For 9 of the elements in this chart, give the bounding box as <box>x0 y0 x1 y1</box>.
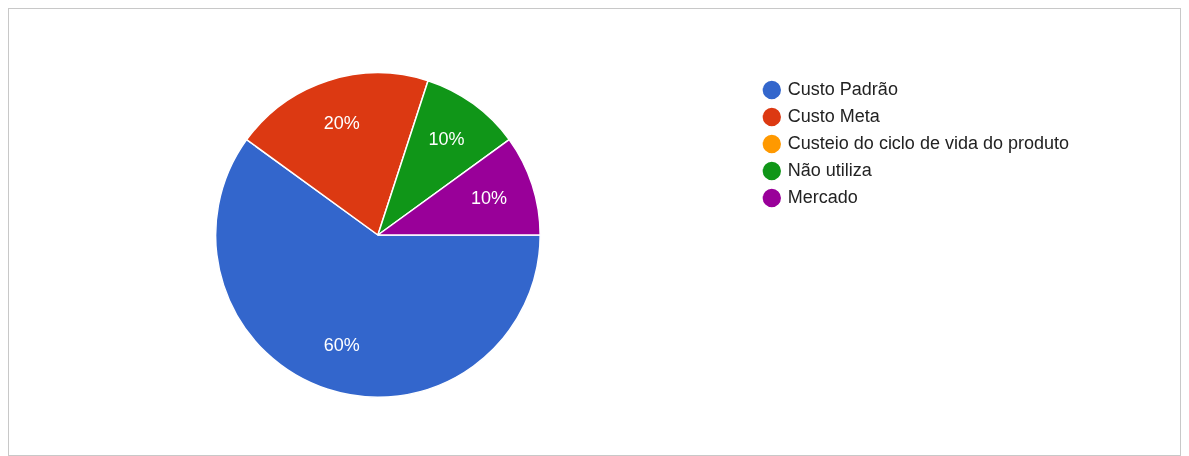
data-label: 20% <box>323 112 360 133</box>
data-label: 60% <box>323 335 360 356</box>
legend-label: Custeio do ciclo de vida do produto <box>787 132 1070 153</box>
legend-label: Custo Padrão <box>787 78 898 99</box>
legend-label: Não utiliza <box>787 159 873 180</box>
legend-label: Custo Meta <box>787 105 881 126</box>
legend-label: Mercado <box>787 186 858 207</box>
data-label: 10% <box>428 129 465 150</box>
data-label: 10% <box>471 187 508 208</box>
